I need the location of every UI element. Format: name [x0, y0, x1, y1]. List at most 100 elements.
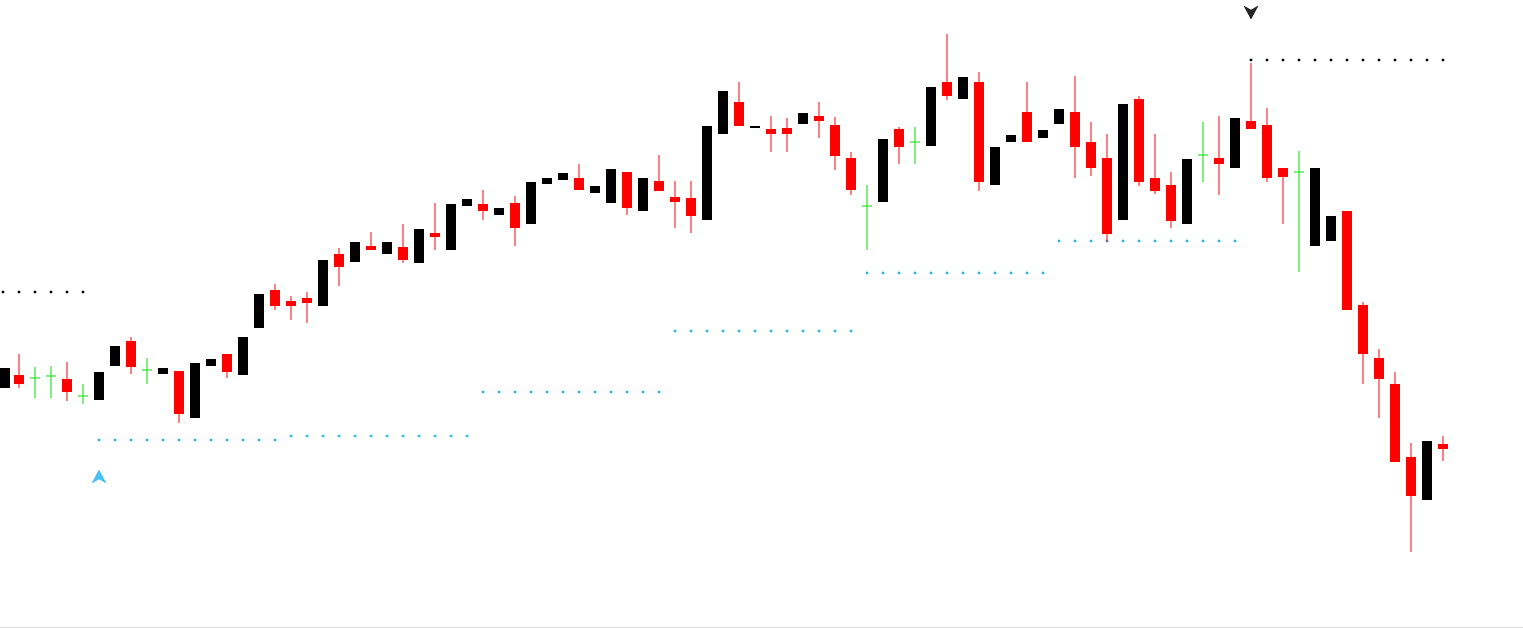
candle-body: [750, 126, 760, 128]
candle-body: [302, 298, 312, 303]
level-dot: [113, 438, 117, 442]
candle-body: [1390, 384, 1400, 462]
candle-body: [462, 199, 472, 206]
candle-body: [1006, 135, 1016, 142]
level-dot: [737, 329, 741, 333]
signal-arrow: [91, 469, 107, 484]
candle-body: [270, 290, 280, 306]
candle-body: [1182, 159, 1192, 224]
level-dot: [705, 329, 709, 333]
level-dot: [1361, 58, 1365, 62]
candle-body: [254, 294, 264, 328]
level-dot: [209, 438, 213, 442]
level-dot: [913, 271, 917, 275]
candle-body: [718, 91, 728, 134]
candle-body: [1118, 104, 1128, 220]
level-dot: [193, 438, 197, 442]
level-dot: [945, 271, 949, 275]
level-dot: [481, 390, 485, 394]
candle-body: [558, 173, 568, 180]
level-dot: [785, 329, 789, 333]
candle-body: [942, 82, 952, 96]
candle-body: [382, 242, 392, 254]
candle-body: [222, 354, 232, 372]
candle-body: [1246, 121, 1256, 129]
level-dot: [897, 271, 901, 275]
level-dot: [625, 390, 629, 394]
candle-body: [846, 158, 856, 190]
level-dot: [561, 390, 565, 394]
candle-body: [974, 82, 984, 182]
candle-body: [894, 129, 904, 147]
level-dot: [593, 390, 597, 394]
level-dot: [673, 329, 677, 333]
candle-body: [958, 77, 968, 99]
level-dot: [337, 434, 341, 438]
level-dot: [993, 271, 997, 275]
candle-body: [190, 363, 200, 418]
level-dot: [1073, 239, 1077, 243]
candle-body: [1070, 112, 1080, 147]
level-dot: [753, 329, 757, 333]
candle-body: [350, 242, 360, 262]
level-dot: [641, 390, 645, 394]
candle-body: [622, 172, 632, 208]
candle-body: [702, 126, 712, 220]
level-dot: [17, 290, 21, 294]
level-dot: [497, 390, 501, 394]
candle-body: [1038, 130, 1048, 138]
level-dot: [65, 290, 69, 294]
level-dot: [369, 434, 373, 438]
level-dot: [929, 271, 933, 275]
level-dot: [145, 438, 149, 442]
level-dot: [577, 390, 581, 394]
level-dot: [1249, 58, 1253, 62]
level-dot: [49, 290, 53, 294]
candle-body: [606, 169, 616, 203]
level-dot: [401, 434, 405, 438]
candle-body: [1166, 185, 1176, 221]
level-dot: [609, 390, 613, 394]
candle-body: [990, 147, 1000, 185]
candle-body: [14, 375, 24, 384]
candle-body: [670, 197, 680, 202]
candle-body: [238, 337, 248, 375]
candle-body: [1150, 178, 1160, 191]
candle-body: [1134, 99, 1144, 182]
candle-body: [206, 359, 216, 366]
level-dot: [1233, 239, 1237, 243]
level-dot: [1297, 58, 1301, 62]
candle-body: [1022, 112, 1032, 142]
candle-body: [126, 341, 136, 367]
level-dot: [465, 434, 469, 438]
candle-body: [1230, 118, 1240, 168]
level-dot: [1201, 239, 1205, 243]
candle-body: [366, 246, 376, 250]
level-dot: [321, 434, 325, 438]
candle-body: [1214, 158, 1224, 164]
level-dot: [545, 390, 549, 394]
signal-arrow: [1243, 5, 1259, 20]
level-dot: [1345, 58, 1349, 62]
level-dot: [1169, 239, 1173, 243]
candle-body: [734, 102, 744, 126]
candle-body: [414, 229, 424, 263]
candle-body: [94, 372, 104, 400]
candle-body: [1358, 305, 1368, 354]
level-dot: [449, 434, 453, 438]
level-dot: [529, 390, 533, 394]
level-dot: [1041, 271, 1045, 275]
level-dot: [1425, 58, 1429, 62]
candle-body: [318, 260, 328, 306]
candle-body: [782, 128, 792, 134]
level-dot: [1089, 239, 1093, 243]
candle-body: [878, 139, 888, 202]
level-dot: [769, 329, 773, 333]
candle-body: [526, 182, 536, 224]
candle-body: [830, 125, 840, 156]
level-dot: [129, 438, 133, 442]
level-dot: [1409, 58, 1413, 62]
candle-body: [814, 116, 824, 121]
level-dot: [417, 434, 421, 438]
